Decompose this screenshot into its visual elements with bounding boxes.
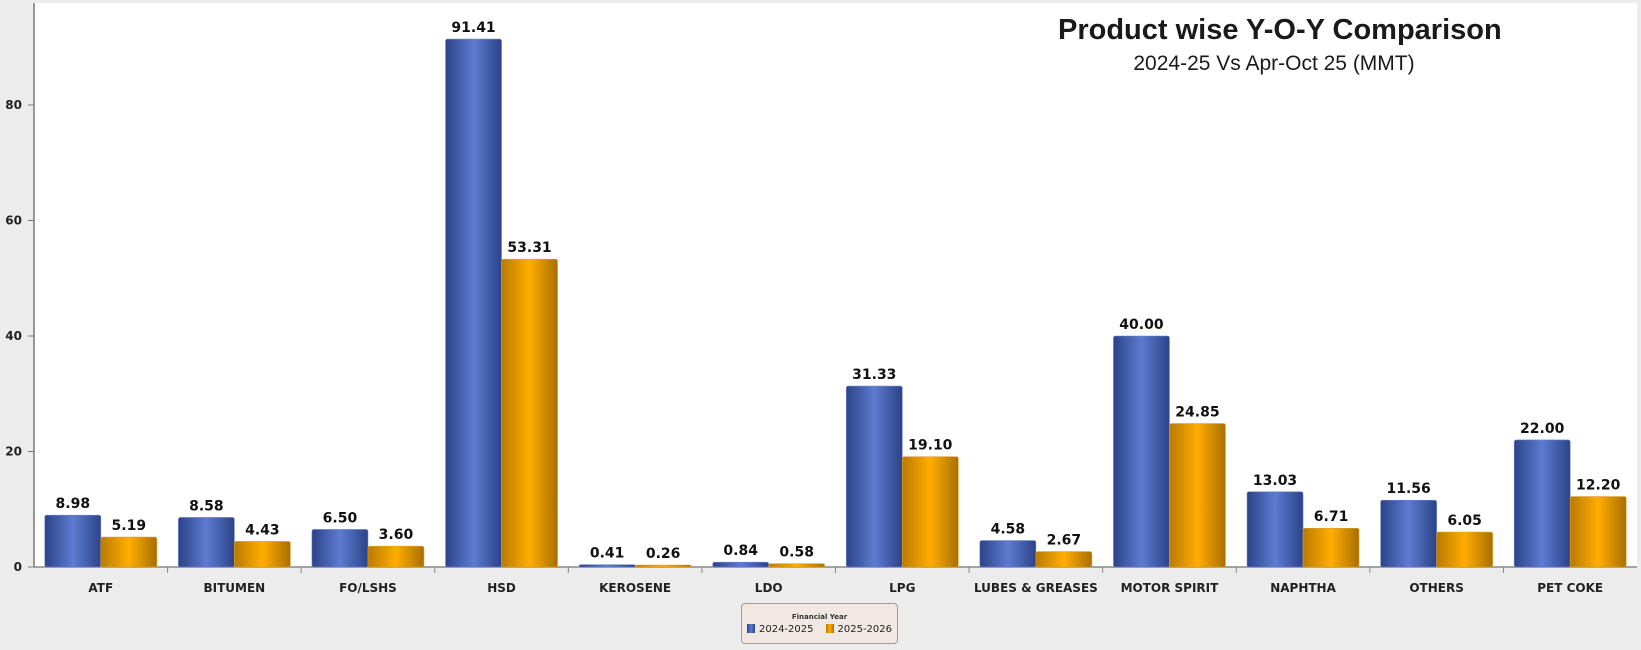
chart-title: Product wise Y-O-Y Comparison — [1058, 14, 1502, 46]
y-tick-label: 80 — [5, 98, 22, 112]
bar-2025-2026[interactable] — [1169, 423, 1226, 568]
data-label: 0.26 — [646, 546, 681, 562]
bar-2024-2025[interactable] — [1113, 335, 1170, 568]
x-tick-label: KEROSENE — [599, 581, 671, 595]
bar-2025-2026[interactable] — [1569, 496, 1627, 568]
bar-2024-2025[interactable] — [445, 38, 502, 568]
data-label: 6.50 — [323, 510, 358, 526]
bar-2025-2026[interactable] — [901, 456, 959, 568]
bar-2024-2025[interactable] — [1246, 491, 1304, 568]
bar-2025-2026[interactable] — [100, 536, 158, 568]
plot-area — [34, 3, 1637, 567]
legend-label: 2024-2025 — [758, 624, 814, 635]
data-label: 4.58 — [991, 522, 1026, 538]
bar-2024-2025[interactable] — [578, 564, 636, 568]
y-tick-label: 0 — [14, 560, 22, 574]
bar-2025-2026[interactable] — [768, 563, 826, 568]
x-tick-label: LPG — [889, 581, 915, 595]
data-label: 4.43 — [245, 522, 280, 538]
x-tick-label: PET COKE — [1537, 581, 1603, 595]
x-tick-label: ATF — [88, 581, 113, 595]
bar-2024-2025[interactable] — [712, 561, 770, 568]
data-label: 6.05 — [1447, 513, 1482, 529]
data-label: 8.98 — [56, 496, 91, 512]
data-label: 2.67 — [1047, 533, 1082, 549]
bar-2025-2026[interactable] — [1302, 527, 1360, 568]
bar-2024-2025[interactable] — [979, 540, 1037, 568]
bar-2025-2026[interactable] — [634, 564, 692, 568]
data-label: 91.41 — [451, 20, 495, 36]
legend-swatch — [825, 624, 834, 633]
data-label: 3.60 — [379, 527, 414, 543]
data-label: 24.85 — [1175, 404, 1219, 420]
y-tick-label: 40 — [5, 329, 22, 343]
data-label: 31.33 — [852, 367, 896, 383]
data-label: 6.71 — [1314, 509, 1349, 525]
bar-2024-2025[interactable] — [1380, 499, 1437, 568]
legend-item-2024-2025[interactable]: 2024-2025 — [746, 624, 814, 635]
data-label: 19.10 — [908, 438, 953, 454]
y-tick-label: 60 — [5, 214, 22, 228]
bar-2025-2026[interactable] — [234, 541, 291, 568]
x-tick-label: MOTOR SPIRIT — [1121, 581, 1220, 595]
bar-2024-2025[interactable] — [178, 517, 235, 568]
x-tick-label: HSD — [487, 581, 516, 595]
data-label: 8.58 — [189, 498, 224, 514]
x-tick-label: LUBES & GREASES — [974, 581, 1098, 595]
data-label: 0.58 — [779, 545, 814, 561]
bar-2025-2026[interactable] — [501, 258, 558, 568]
data-label: 13.03 — [1253, 473, 1297, 489]
data-label: 22.00 — [1520, 421, 1565, 437]
bar-2025-2026[interactable] — [367, 545, 425, 568]
bar-2024-2025[interactable] — [311, 529, 369, 568]
data-label: 53.31 — [507, 240, 551, 256]
x-tick-label: OTHERS — [1409, 581, 1464, 595]
legend-title: Financial Year — [791, 613, 848, 621]
legend-swatch — [746, 624, 755, 633]
data-label: 0.41 — [590, 546, 625, 562]
legend-label: 2025-2026 — [837, 624, 893, 635]
legend: Financial Year 2024-2025 2025-2026 — [741, 603, 898, 644]
data-label: 12.20 — [1576, 478, 1621, 494]
bar-2025-2026[interactable] — [1436, 531, 1493, 568]
bar-2024-2025[interactable] — [845, 385, 903, 568]
data-label: 5.19 — [112, 518, 147, 534]
bar-2025-2026[interactable] — [1035, 551, 1093, 568]
bar-2024-2025[interactable] — [1513, 439, 1571, 568]
x-tick-label: FO/LSHS — [339, 581, 397, 595]
data-label: 0.84 — [723, 543, 758, 559]
data-label: 11.56 — [1386, 481, 1430, 497]
legend-item-2025-2026[interactable]: 2025-2026 — [825, 624, 893, 635]
data-label: 40.00 — [1119, 317, 1164, 333]
x-tick-label: LDO — [755, 581, 783, 595]
x-tick-label: NAPHTHA — [1270, 581, 1336, 595]
x-tick-label: BITUMEN — [204, 581, 266, 595]
bar-2024-2025[interactable] — [44, 514, 102, 568]
y-tick-label: 20 — [5, 445, 22, 459]
chart-subtitle: 2024-25 Vs Apr-Oct 25 (MMT) — [1133, 52, 1415, 75]
